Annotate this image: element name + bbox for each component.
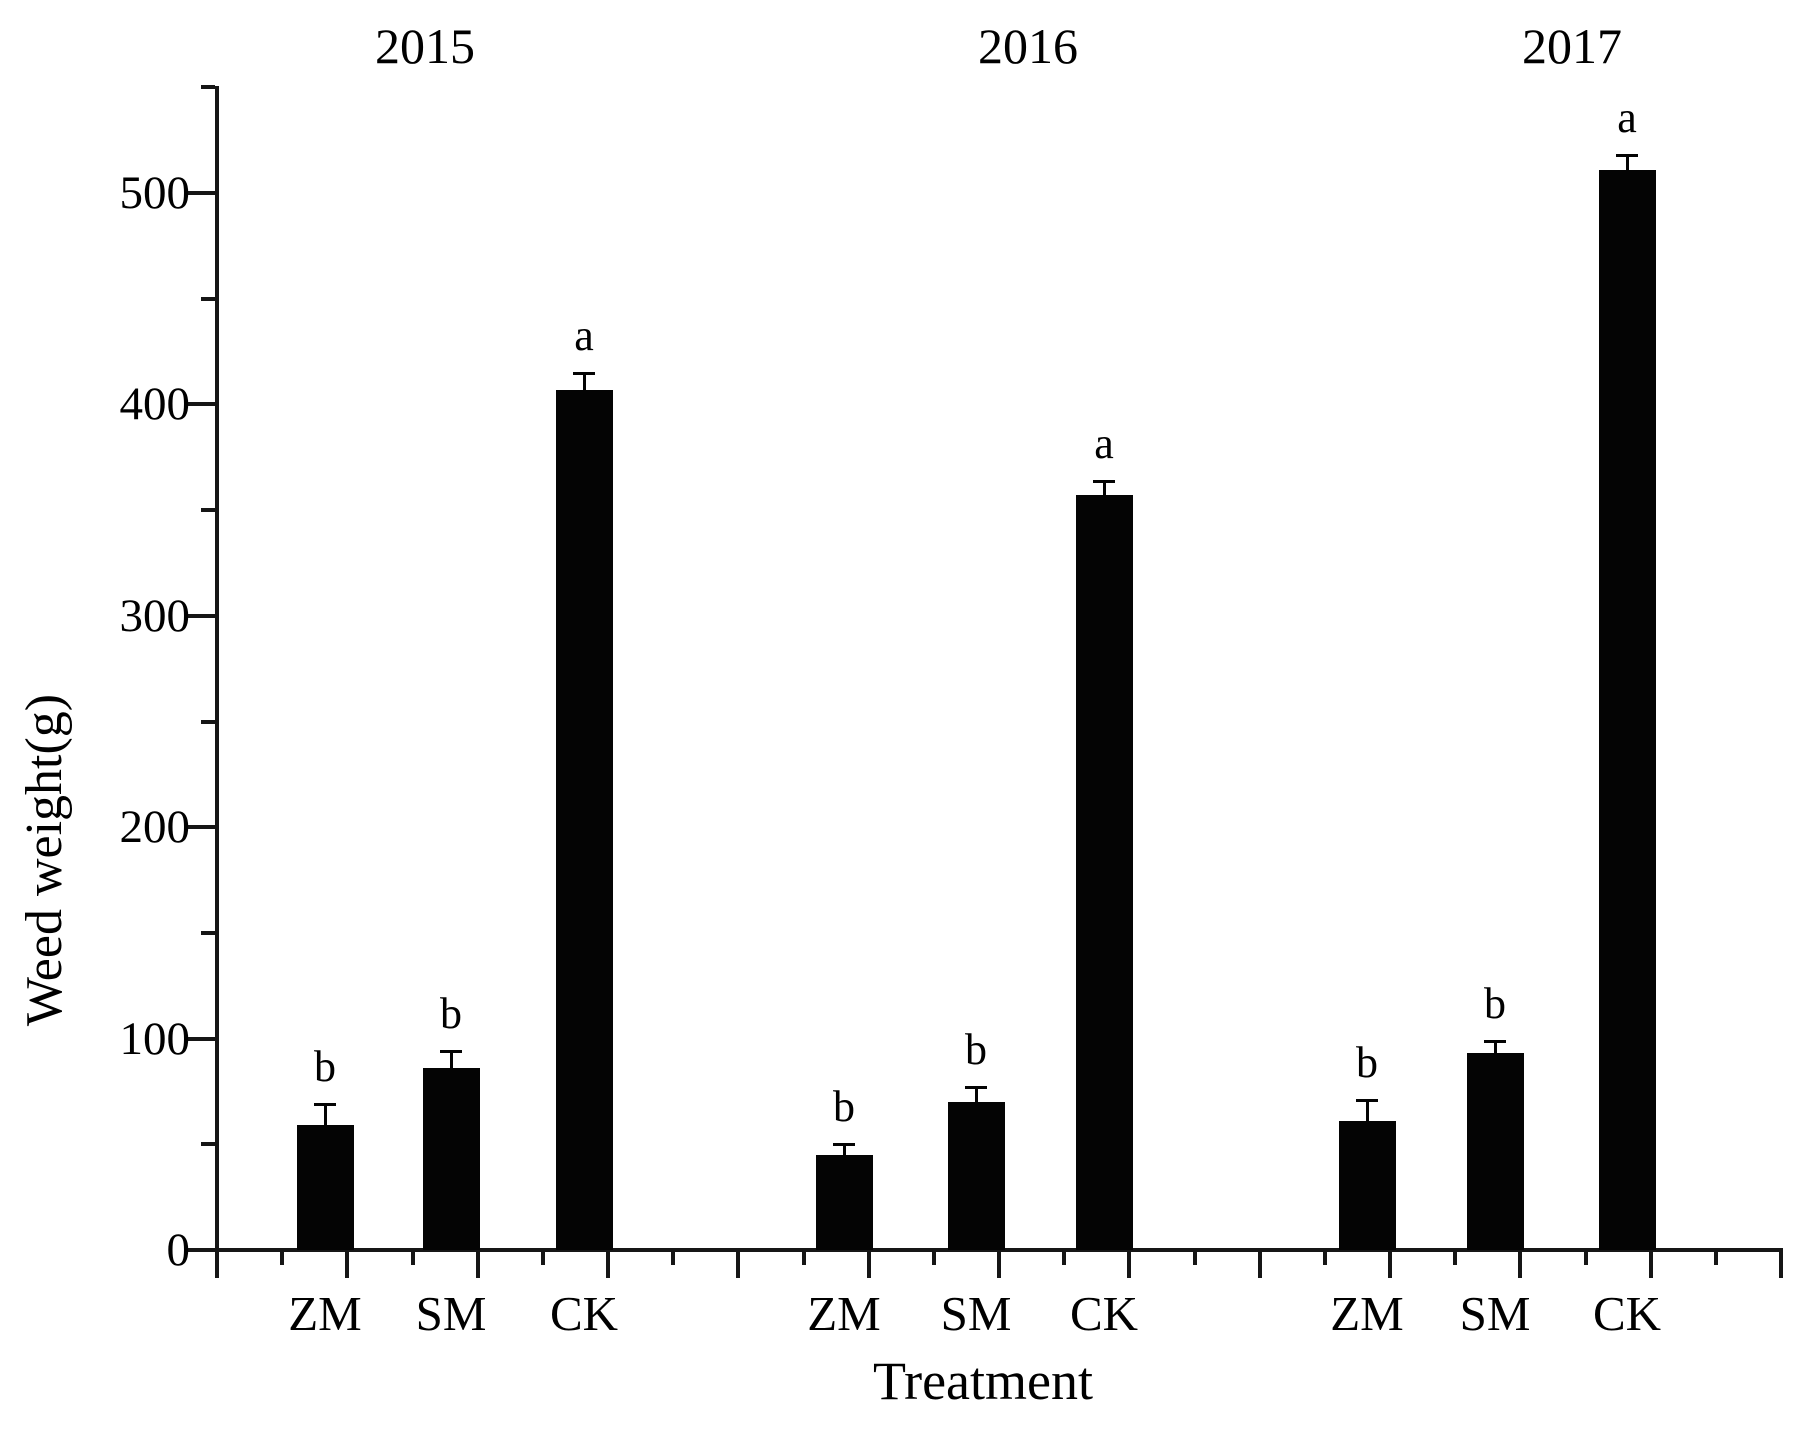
x-tick bbox=[1518, 1252, 1523, 1278]
bar bbox=[296, 1125, 354, 1250]
treatment-label: ZM bbox=[807, 1286, 881, 1341]
y-tick-label: 200 bbox=[119, 801, 191, 854]
sig-letter: b bbox=[440, 989, 462, 1039]
y-major-tick bbox=[187, 825, 215, 830]
x-tick bbox=[1192, 1252, 1197, 1265]
error-bar-cap bbox=[833, 1143, 855, 1147]
y-minor-tick bbox=[201, 508, 215, 513]
treatment-label: SM bbox=[1459, 1286, 1531, 1341]
x-tick bbox=[1322, 1252, 1327, 1265]
bar bbox=[1338, 1121, 1396, 1250]
y-major-tick bbox=[187, 402, 215, 407]
sig-letter: a bbox=[1617, 92, 1637, 142]
error-bar-cap bbox=[314, 1103, 336, 1107]
x-tick bbox=[801, 1252, 806, 1265]
sig-letter: b bbox=[965, 1025, 987, 1075]
bar bbox=[422, 1068, 480, 1250]
y-major-tick bbox=[187, 613, 215, 618]
x-tick bbox=[1713, 1252, 1718, 1265]
error-bar-line bbox=[842, 1144, 846, 1155]
x-tick bbox=[215, 1252, 219, 1278]
y-axis-title: Weed weight(g) bbox=[16, 693, 73, 1027]
error-bar-cap bbox=[1356, 1098, 1378, 1102]
x-axis-line bbox=[215, 1248, 1783, 1252]
x-tick bbox=[540, 1252, 545, 1265]
sig-letter: a bbox=[574, 310, 594, 360]
sig-letter: b bbox=[314, 1042, 336, 1092]
x-tick bbox=[671, 1252, 676, 1265]
x-axis-title: Treatment bbox=[873, 1351, 1093, 1411]
error-bar-line bbox=[449, 1051, 453, 1069]
y-axis-line bbox=[215, 86, 219, 1252]
y-minor-tick bbox=[201, 719, 215, 724]
error-bar-line bbox=[1493, 1040, 1497, 1054]
y-minor-tick bbox=[201, 85, 215, 90]
y-minor-tick bbox=[201, 296, 215, 301]
bar bbox=[815, 1154, 873, 1250]
error-bar-line bbox=[582, 372, 586, 390]
x-tick bbox=[280, 1252, 285, 1265]
y-major-tick bbox=[187, 1036, 215, 1041]
y-minor-tick bbox=[201, 930, 215, 935]
x-tick bbox=[997, 1252, 1001, 1278]
x-tick bbox=[1779, 1252, 1783, 1278]
x-tick bbox=[1062, 1252, 1067, 1265]
x-tick bbox=[866, 1252, 871, 1278]
x-tick bbox=[1388, 1252, 1392, 1278]
y-tick-label: 500 bbox=[119, 167, 191, 219]
y-major-tick bbox=[187, 191, 215, 195]
x-tick bbox=[410, 1252, 415, 1265]
bar bbox=[1598, 169, 1656, 1250]
sig-letter: a bbox=[1094, 418, 1114, 468]
x-tick bbox=[931, 1252, 936, 1265]
x-tick bbox=[1648, 1252, 1653, 1278]
treatment-label: CK bbox=[549, 1286, 619, 1341]
error-bar-line bbox=[974, 1087, 978, 1103]
y-tick-label: 100 bbox=[119, 1012, 191, 1065]
y-tick-label: 400 bbox=[119, 378, 191, 431]
y-major-tick bbox=[187, 1248, 215, 1252]
bar bbox=[1466, 1053, 1524, 1250]
bar bbox=[1075, 495, 1133, 1250]
error-bar-line bbox=[1102, 480, 1106, 496]
treatment-label: SM bbox=[940, 1286, 1012, 1341]
error-bar-cap bbox=[573, 371, 595, 375]
y-minor-tick bbox=[201, 1142, 215, 1147]
y-tick-label: 300 bbox=[119, 589, 191, 642]
treatment-label: CK bbox=[1069, 1286, 1139, 1341]
error-bar-line bbox=[1365, 1099, 1369, 1122]
error-bar-cap bbox=[965, 1086, 987, 1090]
x-tick bbox=[1257, 1252, 1262, 1278]
year-label: 2016 bbox=[978, 18, 1078, 74]
year-label: 2017 bbox=[1522, 18, 1622, 74]
treatment-label: SM bbox=[415, 1286, 487, 1341]
treatment-label: ZM bbox=[288, 1286, 362, 1341]
sig-letter: b bbox=[1356, 1037, 1378, 1087]
sig-letter: b bbox=[1484, 978, 1506, 1028]
error-bar-line bbox=[1625, 154, 1629, 170]
x-tick bbox=[606, 1252, 610, 1278]
sig-letter: b bbox=[833, 1082, 855, 1132]
treatment-label: ZM bbox=[1330, 1286, 1404, 1341]
x-tick bbox=[475, 1252, 480, 1278]
year-label: 2015 bbox=[375, 18, 475, 74]
error-bar-cap bbox=[1484, 1039, 1506, 1043]
bar bbox=[947, 1102, 1005, 1250]
x-tick bbox=[1127, 1252, 1132, 1278]
bar bbox=[555, 389, 613, 1250]
x-tick bbox=[1453, 1252, 1458, 1265]
x-tick bbox=[736, 1252, 741, 1278]
error-bar-cap bbox=[1616, 153, 1638, 157]
y-tick-label: 0 bbox=[166, 1224, 191, 1276]
x-tick bbox=[1583, 1252, 1588, 1265]
treatment-label: CK bbox=[1592, 1286, 1662, 1341]
x-tick bbox=[345, 1252, 350, 1278]
error-bar-line bbox=[323, 1104, 327, 1126]
error-bar-cap bbox=[1093, 479, 1115, 483]
error-bar-cap bbox=[440, 1050, 462, 1054]
